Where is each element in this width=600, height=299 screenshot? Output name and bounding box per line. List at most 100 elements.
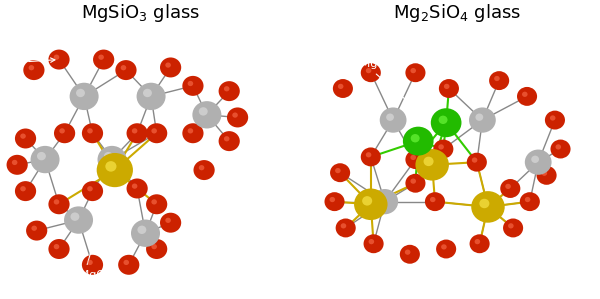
Circle shape [224,136,229,141]
Circle shape [224,86,229,91]
Circle shape [425,192,445,211]
Circle shape [98,54,104,60]
Circle shape [124,260,129,265]
Circle shape [403,127,434,155]
Circle shape [400,245,420,264]
Text: Mg (MgO₅): Mg (MgO₅) [55,173,114,280]
Circle shape [166,62,171,68]
Circle shape [380,107,407,133]
Circle shape [151,128,157,133]
Circle shape [439,116,448,124]
Circle shape [531,155,539,163]
Circle shape [182,76,203,96]
Circle shape [70,83,98,110]
Text: Mg$_2$SiO$_4$ glass: Mg$_2$SiO$_4$ glass [393,2,521,24]
Circle shape [410,134,419,142]
Circle shape [70,212,79,221]
Circle shape [20,186,26,191]
Circle shape [137,225,146,234]
Circle shape [37,152,46,160]
Circle shape [49,194,70,214]
Circle shape [361,63,381,82]
Circle shape [87,260,93,265]
Circle shape [439,79,459,98]
Circle shape [410,179,416,184]
Circle shape [479,199,490,208]
Circle shape [520,192,540,211]
Circle shape [436,239,456,258]
Circle shape [517,87,537,106]
Circle shape [26,221,47,241]
Circle shape [188,81,193,86]
Circle shape [146,239,167,259]
Circle shape [444,84,449,89]
Circle shape [137,83,166,110]
Circle shape [503,219,523,237]
Circle shape [475,239,480,244]
Circle shape [439,144,444,150]
Circle shape [218,131,240,151]
Circle shape [335,168,341,173]
Circle shape [59,128,65,133]
Circle shape [330,163,350,182]
Circle shape [182,123,203,143]
Circle shape [362,196,372,206]
Circle shape [132,184,137,189]
Circle shape [166,218,171,223]
Circle shape [333,79,353,98]
Circle shape [87,128,93,133]
Circle shape [430,197,436,202]
Circle shape [361,147,381,166]
Circle shape [31,225,37,231]
Circle shape [542,171,547,176]
Circle shape [106,161,116,172]
Circle shape [475,194,502,219]
Circle shape [98,146,127,173]
Circle shape [193,160,215,180]
Circle shape [54,54,59,60]
Circle shape [405,250,410,255]
Text: Si: Si [14,83,80,97]
Circle shape [475,114,483,121]
Circle shape [232,112,238,118]
Circle shape [536,166,557,185]
Circle shape [556,144,561,150]
Circle shape [227,107,248,127]
Circle shape [87,186,93,191]
Circle shape [193,101,221,129]
Circle shape [15,129,36,149]
Circle shape [143,89,152,97]
Circle shape [160,213,181,233]
Circle shape [406,63,425,82]
Circle shape [12,160,17,165]
Circle shape [481,200,489,208]
Circle shape [472,158,478,163]
Circle shape [82,123,103,143]
Circle shape [188,128,193,133]
Circle shape [489,71,509,90]
Circle shape [415,149,449,181]
Circle shape [23,60,44,80]
Circle shape [82,255,103,275]
Circle shape [433,140,454,158]
Circle shape [410,155,416,160]
Circle shape [525,197,530,202]
Circle shape [218,81,240,101]
Circle shape [406,150,425,169]
Circle shape [49,50,70,70]
Circle shape [151,199,157,205]
Circle shape [54,199,59,205]
Circle shape [386,114,394,121]
Circle shape [508,223,514,228]
Circle shape [118,255,139,275]
Circle shape [329,197,335,202]
Circle shape [97,153,133,187]
Circle shape [151,244,157,249]
Circle shape [545,111,565,129]
Circle shape [29,65,34,70]
Circle shape [505,184,511,189]
Circle shape [470,234,490,253]
Circle shape [104,152,113,160]
Text: Mg (MgO₄): Mg (MgO₄) [336,60,430,121]
Circle shape [54,244,59,249]
